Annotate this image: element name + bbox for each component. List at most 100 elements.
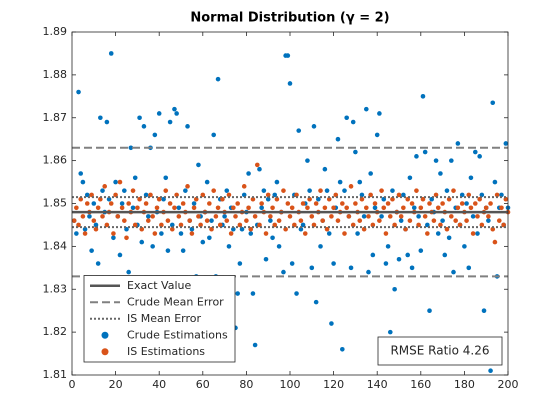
point <box>409 201 415 206</box>
point <box>462 244 467 249</box>
point <box>438 171 443 176</box>
point <box>128 145 134 151</box>
point <box>453 218 458 223</box>
point <box>442 252 448 258</box>
y-tick-label: 1.81 <box>43 368 68 381</box>
point <box>143 201 149 206</box>
point <box>135 205 140 211</box>
x-tick-label: 140 <box>367 378 388 391</box>
point <box>215 205 221 211</box>
point <box>331 261 336 266</box>
point <box>390 188 395 193</box>
point <box>383 231 389 236</box>
point <box>165 248 171 253</box>
y-tick-label: 1.88 <box>43 68 68 81</box>
point <box>427 201 432 206</box>
point <box>204 179 210 185</box>
point <box>159 231 164 236</box>
point <box>379 214 384 219</box>
point <box>494 192 500 198</box>
point <box>235 291 240 296</box>
x-tick-label: 200 <box>498 378 519 391</box>
point <box>180 248 186 253</box>
point <box>213 214 219 219</box>
point <box>250 291 256 296</box>
x-tick-label: 120 <box>323 378 344 391</box>
point <box>285 53 291 58</box>
point <box>353 149 358 155</box>
point <box>357 218 363 223</box>
point <box>289 261 295 266</box>
point <box>285 201 291 206</box>
point <box>350 119 356 125</box>
chart-title: Normal Distribution (γ = 2) <box>190 11 389 26</box>
point <box>405 252 411 258</box>
point <box>211 132 216 138</box>
point <box>398 218 404 223</box>
point <box>191 205 197 211</box>
point <box>270 205 275 211</box>
point <box>416 214 421 219</box>
y-tick-label: 1.84 <box>43 239 68 252</box>
point <box>209 218 214 223</box>
point <box>268 218 273 223</box>
point <box>150 244 155 249</box>
point <box>490 100 496 106</box>
point <box>422 149 428 155</box>
point <box>263 231 269 236</box>
point <box>268 214 273 219</box>
point <box>401 205 406 211</box>
point <box>87 214 92 219</box>
point <box>435 205 441 211</box>
point <box>248 231 254 236</box>
point <box>228 231 234 236</box>
point <box>119 205 125 211</box>
point <box>172 106 177 112</box>
point <box>364 205 369 211</box>
point <box>318 188 323 193</box>
point <box>342 231 347 236</box>
point <box>163 188 169 193</box>
point <box>366 269 371 275</box>
point <box>427 308 432 313</box>
point <box>372 201 378 206</box>
point <box>130 188 136 193</box>
point <box>483 205 489 211</box>
point <box>383 261 389 266</box>
point <box>468 175 474 181</box>
point <box>254 162 260 168</box>
point <box>294 291 299 296</box>
point <box>176 205 182 211</box>
point <box>324 188 330 193</box>
point <box>132 175 138 181</box>
point <box>496 218 502 223</box>
legend-label: IS Estimations <box>127 345 205 358</box>
point <box>298 218 304 223</box>
point <box>183 188 188 193</box>
point <box>261 188 267 193</box>
point <box>98 115 103 121</box>
point <box>176 214 182 219</box>
legend-swatch <box>101 331 109 339</box>
point <box>71 218 77 223</box>
point <box>250 196 256 202</box>
point <box>377 111 382 116</box>
y-tick-label: 1.86 <box>43 154 68 167</box>
point <box>486 218 491 223</box>
point <box>91 201 97 206</box>
point <box>84 201 90 206</box>
point <box>191 201 197 206</box>
point <box>346 214 352 219</box>
annotation-box <box>377 336 503 366</box>
point <box>374 132 380 138</box>
point <box>477 154 482 159</box>
point <box>499 205 504 211</box>
point <box>313 201 319 206</box>
legend-label: Crude Estimations <box>127 328 228 341</box>
point <box>122 188 127 193</box>
point <box>396 256 402 262</box>
point <box>335 136 341 142</box>
point <box>263 256 269 262</box>
point <box>305 158 310 163</box>
